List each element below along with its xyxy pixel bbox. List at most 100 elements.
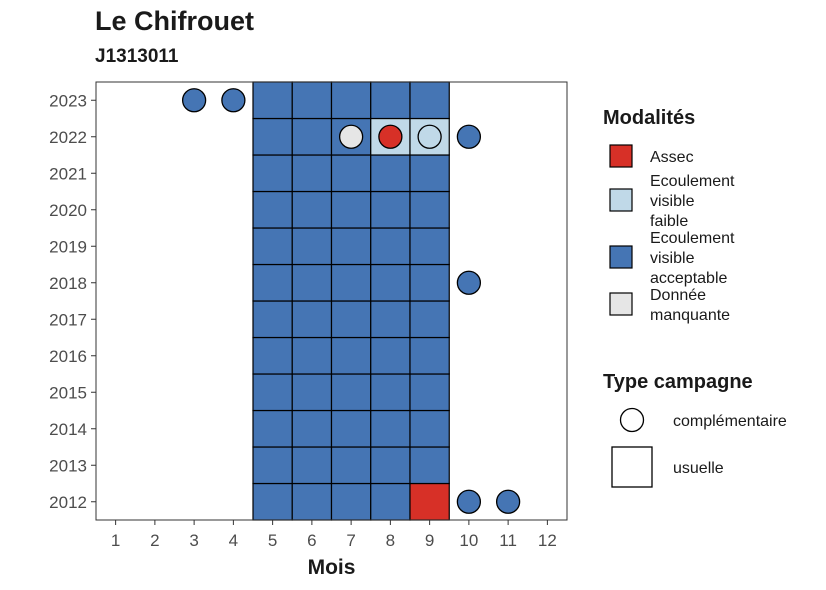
legend-label-usuelle: usuelle bbox=[673, 460, 724, 477]
tile-2021-9 bbox=[409, 154, 450, 193]
tile-2013-7 bbox=[330, 446, 372, 485]
point-2022-9 bbox=[417, 124, 442, 149]
tile-2016-5 bbox=[252, 336, 293, 375]
legend-title-campagne: Type campagne bbox=[603, 371, 753, 393]
tile-2018-9 bbox=[409, 263, 450, 302]
tile-2013-5 bbox=[252, 446, 293, 485]
y-tick-label-2018: 2018 bbox=[49, 274, 87, 293]
y-tick-label-2022: 2022 bbox=[49, 128, 87, 147]
panel-border bbox=[95, 81, 568, 521]
tile-2015-7 bbox=[330, 373, 372, 412]
chart-title: Le Chifrouet bbox=[95, 6, 254, 36]
chart-subtitle: J1313011 bbox=[95, 46, 179, 67]
legend-title-modalites: Modalités bbox=[603, 107, 695, 129]
tile-2015-8 bbox=[370, 373, 411, 412]
x-tick-label-7: 7 bbox=[346, 531, 355, 550]
legend-key-manquante bbox=[609, 292, 633, 316]
x-tick-label-5: 5 bbox=[268, 531, 277, 550]
y-tick-label-2014: 2014 bbox=[49, 420, 87, 439]
point-2023-3 bbox=[181, 88, 207, 113]
tile-2017-7 bbox=[330, 300, 372, 339]
legend: Modalités Assec Ecoulement visible faibleEco… bbox=[603, 107, 787, 488]
tile-2023-6 bbox=[291, 81, 333, 120]
tile-2013-9 bbox=[409, 446, 450, 485]
y-tick-label-2016: 2016 bbox=[49, 347, 87, 366]
tile-2016-8 bbox=[370, 336, 411, 375]
tile-2014-7 bbox=[330, 409, 372, 448]
tile-2020-5 bbox=[252, 190, 293, 229]
y-tick-label-2023: 2023 bbox=[49, 91, 87, 110]
tile-2012-9 bbox=[409, 482, 450, 521]
tile-2013-8 bbox=[370, 446, 411, 485]
point-2018-10 bbox=[456, 270, 482, 295]
legend-key-complementaire bbox=[619, 407, 645, 433]
tile-2017-5 bbox=[252, 300, 293, 339]
legend-label-assec: Assec bbox=[650, 149, 694, 166]
y-tick-label-2020: 2020 bbox=[49, 201, 87, 220]
tile-2015-9 bbox=[409, 373, 450, 412]
tile-2022-6 bbox=[291, 117, 333, 156]
x-tick-label-6: 6 bbox=[307, 531, 316, 550]
tile-2018-7 bbox=[330, 263, 372, 302]
legend-key-assec bbox=[609, 144, 633, 168]
tile-2017-9 bbox=[409, 300, 450, 339]
tile-2020-6 bbox=[291, 190, 333, 229]
tile-2014-5 bbox=[252, 409, 293, 448]
legend-key-acceptable bbox=[609, 245, 633, 269]
tile-2021-6 bbox=[291, 154, 333, 193]
tile-2022-5 bbox=[252, 117, 293, 156]
tile-2012-8 bbox=[370, 482, 411, 521]
point-2022-7 bbox=[338, 124, 364, 149]
tile-2019-7 bbox=[330, 227, 372, 266]
tile-2013-6 bbox=[291, 446, 333, 485]
point-2022-8 bbox=[378, 124, 403, 149]
x-tick-label-8: 8 bbox=[386, 531, 395, 550]
tile-2019-8 bbox=[370, 227, 411, 266]
legend-key-usuelle bbox=[611, 446, 653, 488]
point-2012-10 bbox=[456, 489, 482, 514]
tile-2014-8 bbox=[370, 409, 411, 448]
tile-2012-7 bbox=[330, 482, 372, 521]
tile-2015-6 bbox=[291, 373, 333, 412]
tile-2018-8 bbox=[370, 263, 411, 302]
tile-2020-9 bbox=[409, 190, 450, 229]
x-tick-label-4: 4 bbox=[229, 531, 238, 550]
tile-2019-6 bbox=[291, 227, 333, 266]
tile-2023-8 bbox=[370, 81, 411, 120]
legend-label-manquante: Donnée manquante bbox=[650, 287, 730, 324]
x-tick-label-12: 12 bbox=[538, 531, 557, 550]
point-2022-10 bbox=[456, 124, 482, 149]
tile-2019-5 bbox=[252, 227, 293, 266]
tile-2020-8 bbox=[370, 190, 411, 229]
y-tick-label-2021: 2021 bbox=[49, 164, 87, 183]
y-tick-label-2019: 2019 bbox=[49, 237, 87, 256]
x-tick-label-9: 9 bbox=[425, 531, 434, 550]
legend-label-acceptable: Ecoulement visible acceptable bbox=[650, 230, 735, 287]
x-axis: 1 2 3 4 5 6 7 8 9 10 11 12 bbox=[111, 520, 557, 550]
tile-2016-6 bbox=[291, 336, 333, 375]
y-tick-label-2012: 2012 bbox=[49, 493, 87, 512]
tile-2023-9 bbox=[409, 81, 450, 120]
y-tick-label-2015: 2015 bbox=[49, 383, 87, 402]
x-tick-label-1: 1 bbox=[111, 531, 120, 550]
legend-label-complementaire: complémentaire bbox=[673, 413, 787, 430]
plot-panel bbox=[95, 81, 568, 521]
point-2012-11 bbox=[495, 489, 521, 514]
tile-2021-8 bbox=[370, 154, 411, 193]
tile-2014-6 bbox=[291, 409, 333, 448]
tile-2021-7 bbox=[330, 154, 372, 193]
tile-2016-9 bbox=[409, 336, 450, 375]
x-axis-title: Mois bbox=[308, 556, 356, 579]
tile-2020-7 bbox=[330, 190, 372, 229]
tile-2012-6 bbox=[291, 482, 333, 521]
tile-2023-7 bbox=[330, 81, 372, 120]
y-tick-label-2017: 2017 bbox=[49, 310, 87, 329]
x-tick-label-11: 11 bbox=[499, 531, 517, 550]
tile-2021-5 bbox=[252, 154, 293, 193]
legend-key-faible bbox=[609, 188, 633, 212]
tile-2018-5 bbox=[252, 263, 293, 302]
tile-2018-6 bbox=[291, 263, 333, 302]
tile-2014-9 bbox=[409, 409, 450, 448]
tile-2012-5 bbox=[252, 482, 293, 521]
x-tick-label-10: 10 bbox=[459, 531, 478, 550]
